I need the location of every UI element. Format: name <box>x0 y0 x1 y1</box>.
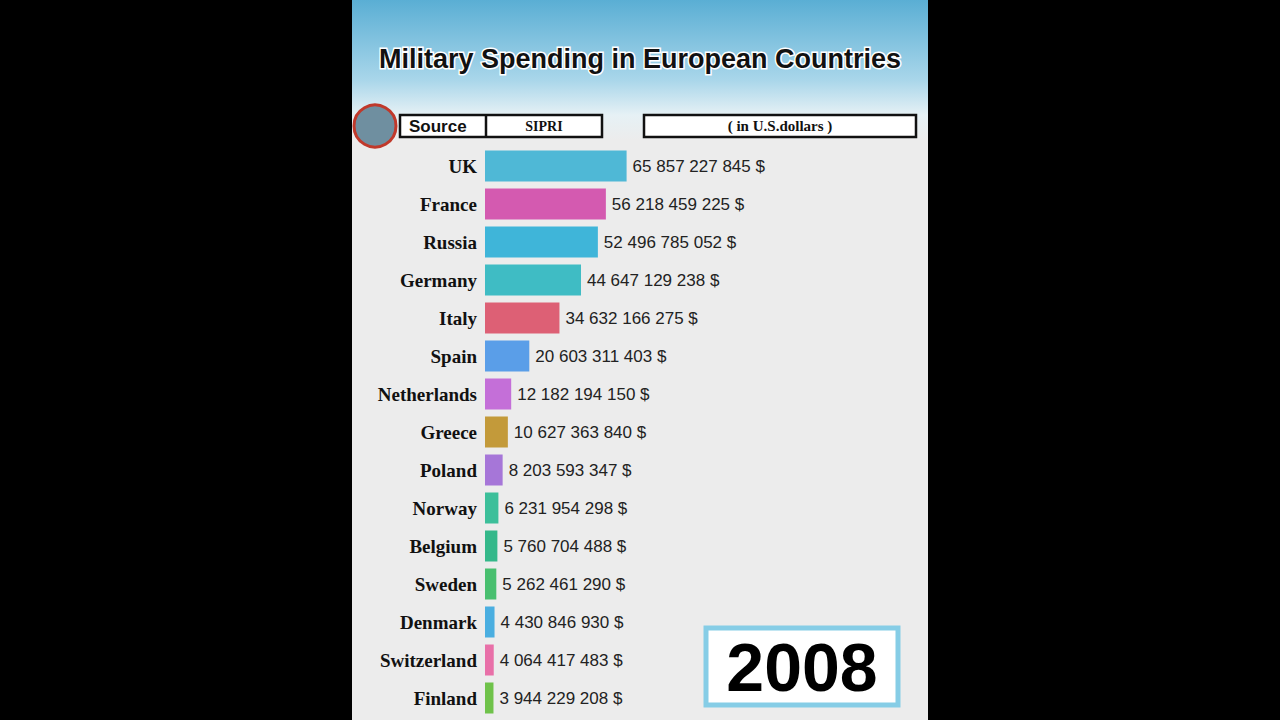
svg-text:Switzerland: Switzerland <box>380 650 478 671</box>
svg-text:34 632 166 275 $: 34 632 166 275 $ <box>565 309 698 328</box>
svg-text:Finland: Finland <box>414 688 478 709</box>
svg-text:10 627 363 840 $: 10 627 363 840 $ <box>514 423 647 442</box>
svg-text:Denmark: Denmark <box>400 612 477 633</box>
svg-text:Italy: Italy <box>439 308 478 329</box>
svg-text:5 262 461 290 $: 5 262 461 290 $ <box>502 575 625 594</box>
svg-text:65 857 227 845 $: 65 857 227 845 $ <box>633 157 766 176</box>
svg-text:2008: 2008 <box>726 629 877 705</box>
svg-text:Greece: Greece <box>420 422 477 443</box>
svg-text:Sweden: Sweden <box>415 574 478 595</box>
svg-text:44 647 129 238 $: 44 647 129 238 $ <box>587 271 720 290</box>
svg-text:4 430 846 930 $: 4 430 846 930 $ <box>501 613 624 632</box>
svg-text:3 944 229 208 $: 3 944 229 208 $ <box>499 689 622 708</box>
svg-text:56 218 459 225 $: 56 218 459 225 $ <box>612 195 745 214</box>
svg-text:8 203 593 347 $: 8 203 593 347 $ <box>509 461 632 480</box>
svg-text:SIPRI: SIPRI <box>525 119 562 134</box>
svg-text:6 231 954 298 $: 6 231 954 298 $ <box>504 499 627 518</box>
svg-text:20 603 311 403 $: 20 603 311 403 $ <box>535 347 667 366</box>
svg-text:Spain: Spain <box>431 346 478 367</box>
svg-text:Norway: Norway <box>413 498 478 519</box>
svg-text:Netherlands: Netherlands <box>378 384 477 405</box>
svg-text:4 064 417 483 $: 4 064 417 483 $ <box>500 651 623 670</box>
svg-text:Belgium: Belgium <box>409 536 477 557</box>
svg-text:5 760 704 488 $: 5 760 704 488 $ <box>503 537 626 556</box>
svg-text:France: France <box>420 194 477 215</box>
svg-text:Russia: Russia <box>423 232 477 253</box>
svg-text:Germany: Germany <box>400 270 478 291</box>
svg-text:UK: UK <box>449 156 478 177</box>
svg-text:Military Spending in European: Military Spending in European Countries <box>379 44 901 74</box>
svg-text:Source: Source <box>409 117 467 136</box>
svg-text:52 496 785 052 $: 52 496 785 052 $ <box>604 233 737 252</box>
svg-text:( in U.S.dollars ): ( in U.S.dollars ) <box>728 118 833 135</box>
svg-text:Poland: Poland <box>420 460 477 481</box>
svg-text:12 182 194 150 $: 12 182 194 150 $ <box>517 385 650 404</box>
